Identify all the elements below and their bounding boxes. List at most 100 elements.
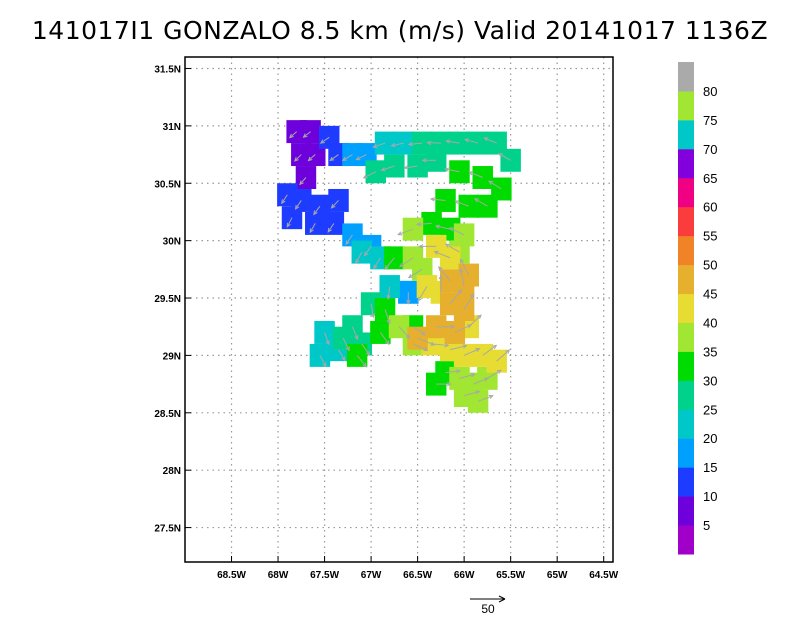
wind-vector [352, 326, 359, 340]
wind-vector-head [448, 227, 455, 232]
wind-vector [483, 137, 497, 144]
wind-vector [364, 246, 372, 256]
wind-vector-head [355, 259, 360, 265]
y-tick-label: 28N [163, 466, 181, 477]
wind-vector-head [475, 347, 481, 352]
colorbar-label: 65 [703, 171, 717, 186]
wind-vector [308, 154, 316, 161]
wind-vector-head [445, 139, 451, 144]
wind-vector-head [457, 289, 463, 294]
wind-vector [469, 171, 483, 178]
wind-vector-head [469, 293, 475, 299]
wind-vector-head [477, 314, 482, 320]
wind-vector [361, 343, 370, 356]
wind-vector [338, 349, 346, 361]
wind-vector [356, 355, 367, 368]
wind-vector [454, 200, 469, 207]
wind-vector-head [496, 369, 502, 374]
wind-vector-head [329, 156, 335, 162]
wind-vector-head [390, 142, 396, 148]
colorbar-swatch [678, 496, 694, 526]
wind-speed-cell [467, 131, 489, 155]
colorbar-swatch [678, 264, 694, 295]
wind-vector-head [407, 273, 413, 279]
wind-vector [460, 268, 465, 287]
wind-vector [324, 332, 330, 345]
wind-vector-head [454, 200, 460, 205]
wind-vector [381, 165, 395, 171]
wind-vector-head [299, 180, 304, 186]
wind-speed-cell [477, 194, 498, 218]
colorbar-label: 50 [703, 258, 717, 273]
reference-vector-arrowhead [498, 595, 506, 603]
wind-speed-cell [449, 131, 470, 155]
wind-vector [373, 257, 381, 269]
wind-vector [449, 289, 462, 305]
wind-vector [473, 377, 489, 385]
wind-vector-head [403, 165, 409, 170]
wind-vector-head [450, 324, 456, 329]
wind-vector [474, 198, 488, 207]
wind-speed-cell [295, 166, 317, 189]
wind-vector-head [372, 143, 378, 149]
wind-vector-head [345, 346, 350, 352]
wind-vector [430, 198, 446, 201]
colorbar-swatch [678, 62, 694, 92]
wind-vector [445, 243, 460, 253]
wind-vector [431, 343, 449, 346]
wind-vector-head [417, 296, 422, 302]
colorbar-label: 25 [703, 402, 717, 417]
wind-vector [417, 286, 428, 302]
colorbar-swatch [678, 293, 694, 323]
wind-vector [342, 154, 353, 161]
wind-vector [391, 142, 404, 147]
wind-vector [299, 177, 307, 185]
x-tick-label: 67.5W [310, 570, 339, 581]
wind-vector-head [434, 224, 440, 229]
wind-vector-head [497, 153, 503, 158]
colorbar: 5 10 15 20 25 30 35 40 45 50 55 60 65 70 75 80 [678, 62, 717, 555]
wind-vector-head [462, 344, 468, 349]
wind-vector-head [309, 228, 314, 234]
wind-speed-cell [421, 211, 442, 235]
colorbar-swatch [678, 380, 694, 410]
wind-vector-head [293, 156, 299, 162]
wind-vector-head [365, 350, 371, 356]
wind-vector [454, 324, 472, 333]
y-tick-label: 27.5N [154, 524, 181, 535]
wind-vector [363, 171, 376, 179]
colorbar-swatch [678, 177, 694, 208]
wind-vector [342, 337, 350, 351]
wind-vector-head [423, 346, 429, 351]
wind-vector-head [459, 267, 464, 274]
wind-vector-head [325, 340, 330, 346]
wind-vector [459, 259, 470, 276]
wind-vectors [281, 131, 511, 402]
wind-vector-head [398, 262, 404, 268]
wind-vector-head [281, 199, 286, 205]
wind-vector-head [505, 349, 511, 354]
wind-vector-head [470, 373, 476, 378]
wind-vector-head [370, 313, 375, 319]
wind-vector [379, 332, 390, 345]
colorbar-swatch [678, 148, 694, 179]
x-tick-label: 68W [268, 570, 289, 581]
y-tick-label: 29N [163, 351, 181, 362]
wind-vector-head [386, 319, 391, 325]
wind-vector [313, 205, 321, 215]
wind-vector-head [327, 227, 332, 233]
wind-vector-head [319, 139, 325, 144]
wind-vector-head [421, 158, 427, 163]
wind-vector-head [363, 251, 369, 257]
wind-vector-head [438, 266, 443, 271]
wind-vector [399, 257, 414, 268]
colorbar-label: 15 [703, 460, 717, 475]
colorbar-swatch [678, 90, 694, 121]
colorbar-swatch [678, 322, 694, 352]
wind-vector [294, 154, 302, 162]
colorbar-label: 35 [703, 344, 717, 359]
colorbar-swatch [678, 119, 694, 150]
colorbar-swatch [678, 351, 694, 381]
wind-vector-head [341, 156, 347, 162]
